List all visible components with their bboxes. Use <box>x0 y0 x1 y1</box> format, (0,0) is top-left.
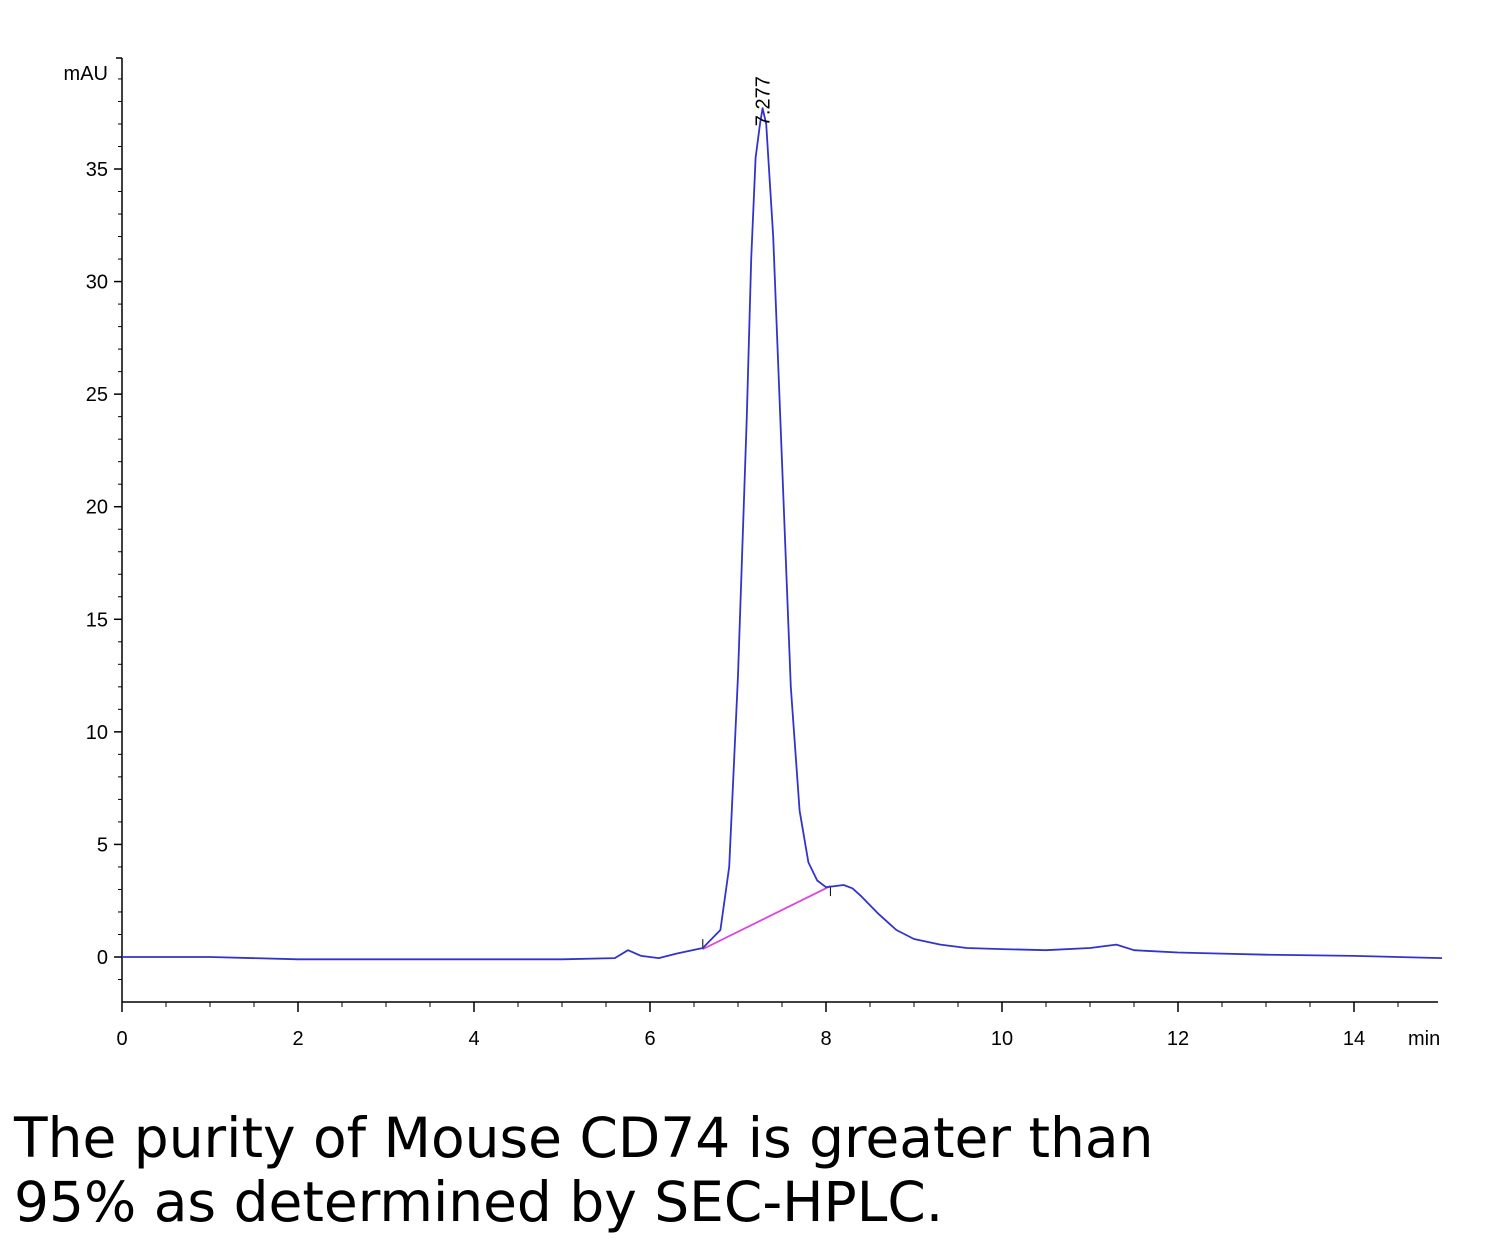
axes <box>116 57 1438 1003</box>
x-axis-unit-label: min <box>1408 1028 1440 1050</box>
y-tick-label: 35 <box>86 159 108 181</box>
x-tick-label: 6 <box>644 1028 655 1050</box>
x-tick-label: 0 <box>116 1028 127 1050</box>
tick-labels: 0 5 10 15 20 25 30 35 0 2 4 6 8 10 12 14 <box>86 159 1365 1050</box>
y-axis-unit-label: mAU <box>64 63 108 85</box>
y-tick-label: 25 <box>86 384 108 406</box>
caption: The purity of Mouse CD74 is greater than… <box>14 1106 1484 1234</box>
chromatogram-chart: 0 5 10 15 20 25 30 35 0 2 4 6 8 10 12 14 mAU min 7.277 <box>64 57 1443 1050</box>
x-tick-label: 14 <box>1343 1028 1365 1050</box>
y-tick-label: 20 <box>86 497 108 519</box>
x-tick-label: 12 <box>1167 1028 1189 1050</box>
series-group <box>122 107 1443 961</box>
caption-line-1: The purity of Mouse CD74 is greater than <box>14 1106 1154 1170</box>
peak-retention-label: 7.277 <box>752 76 774 126</box>
y-tick-label: 0 <box>97 947 108 969</box>
x-tick-label: 8 <box>820 1028 831 1050</box>
y-tick-label: 30 <box>86 272 108 294</box>
series-line-0 <box>122 107 1443 961</box>
caption-line-2: 95% as determined by SEC-HPLC. <box>14 1170 944 1234</box>
baseline-line <box>702 885 831 950</box>
y-tick-label: 15 <box>86 609 108 631</box>
y-tick-label: 5 <box>97 834 108 856</box>
x-tick-label: 4 <box>468 1028 479 1050</box>
x-tick-label: 2 <box>292 1028 303 1050</box>
y-tick-label: 10 <box>86 722 108 744</box>
x-tick-label: 10 <box>991 1028 1013 1050</box>
ticks <box>114 78 1399 1012</box>
